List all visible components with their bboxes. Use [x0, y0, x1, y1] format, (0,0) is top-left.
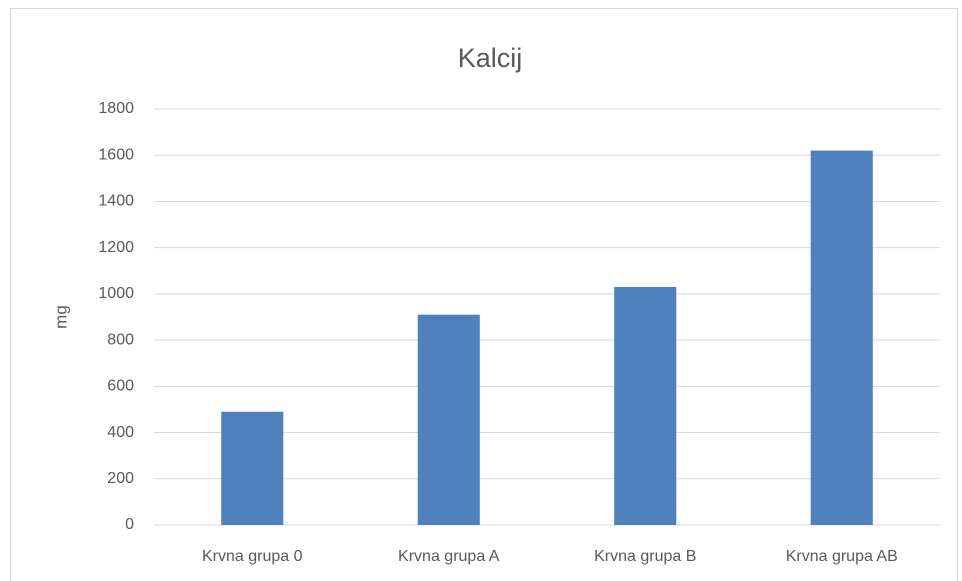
bar [810, 150, 873, 525]
x-tick-label: Krvna grupa B [594, 548, 696, 565]
y-tick-label: 600 [107, 378, 134, 395]
y-tick-label: 200 [107, 470, 134, 487]
x-tick-label: Krvna grupa AB [786, 548, 898, 565]
bar [417, 314, 480, 525]
y-tick-label: 400 [107, 424, 134, 441]
y-axis-label: mg [51, 305, 70, 329]
y-tick-label: 1400 [98, 193, 134, 210]
x-tick-label: Krvna grupa A [398, 548, 500, 565]
y-tick-label: 1200 [98, 239, 134, 256]
y-tick-label: 1600 [98, 146, 134, 163]
y-tick-label: 1800 [98, 100, 134, 117]
chart-border [10, 8, 958, 581]
x-tick-label: Krvna grupa 0 [202, 548, 303, 565]
y-tick-label: 1000 [98, 285, 134, 302]
bar [614, 286, 677, 525]
y-tick-label: 800 [107, 331, 134, 348]
bar [221, 411, 284, 525]
y-tick-label: 0 [125, 516, 134, 533]
chart-title: Kalcij [458, 43, 523, 73]
